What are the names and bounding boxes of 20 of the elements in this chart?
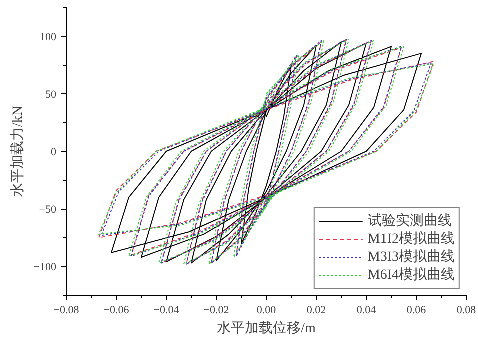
legend-label: 试验实测曲线	[368, 212, 452, 230]
x-tick-label: 0.08	[456, 304, 477, 316]
x-tick-label: 0.04	[356, 304, 377, 316]
x-tick-label: −0.04	[154, 304, 180, 316]
x-tick-label: 0.06	[406, 304, 427, 316]
y-axis-title: 水平加载力/kN	[10, 106, 26, 197]
x-tick-label: 0.02	[306, 304, 326, 316]
legend-label: M1I2模拟曲线	[368, 230, 455, 248]
y-tick-label: 100	[40, 31, 57, 44]
y-tick-label: 0	[51, 146, 57, 158]
y-tick-label: −50	[39, 204, 57, 216]
legend-label: M6I4模拟曲线	[368, 266, 455, 284]
x-axis-title: 水平加载位移/m	[217, 320, 316, 336]
legend-label: M3I3模拟曲线	[368, 248, 455, 266]
x-tick-label: 0.00	[256, 304, 277, 316]
x-tick-label: −0.06	[104, 304, 130, 316]
y-tick-label: 50	[46, 88, 57, 101]
x-tick-label: −0.02	[204, 304, 230, 316]
x-tick-label: −0.08	[54, 304, 80, 316]
y-tick-label: −100	[34, 262, 57, 274]
